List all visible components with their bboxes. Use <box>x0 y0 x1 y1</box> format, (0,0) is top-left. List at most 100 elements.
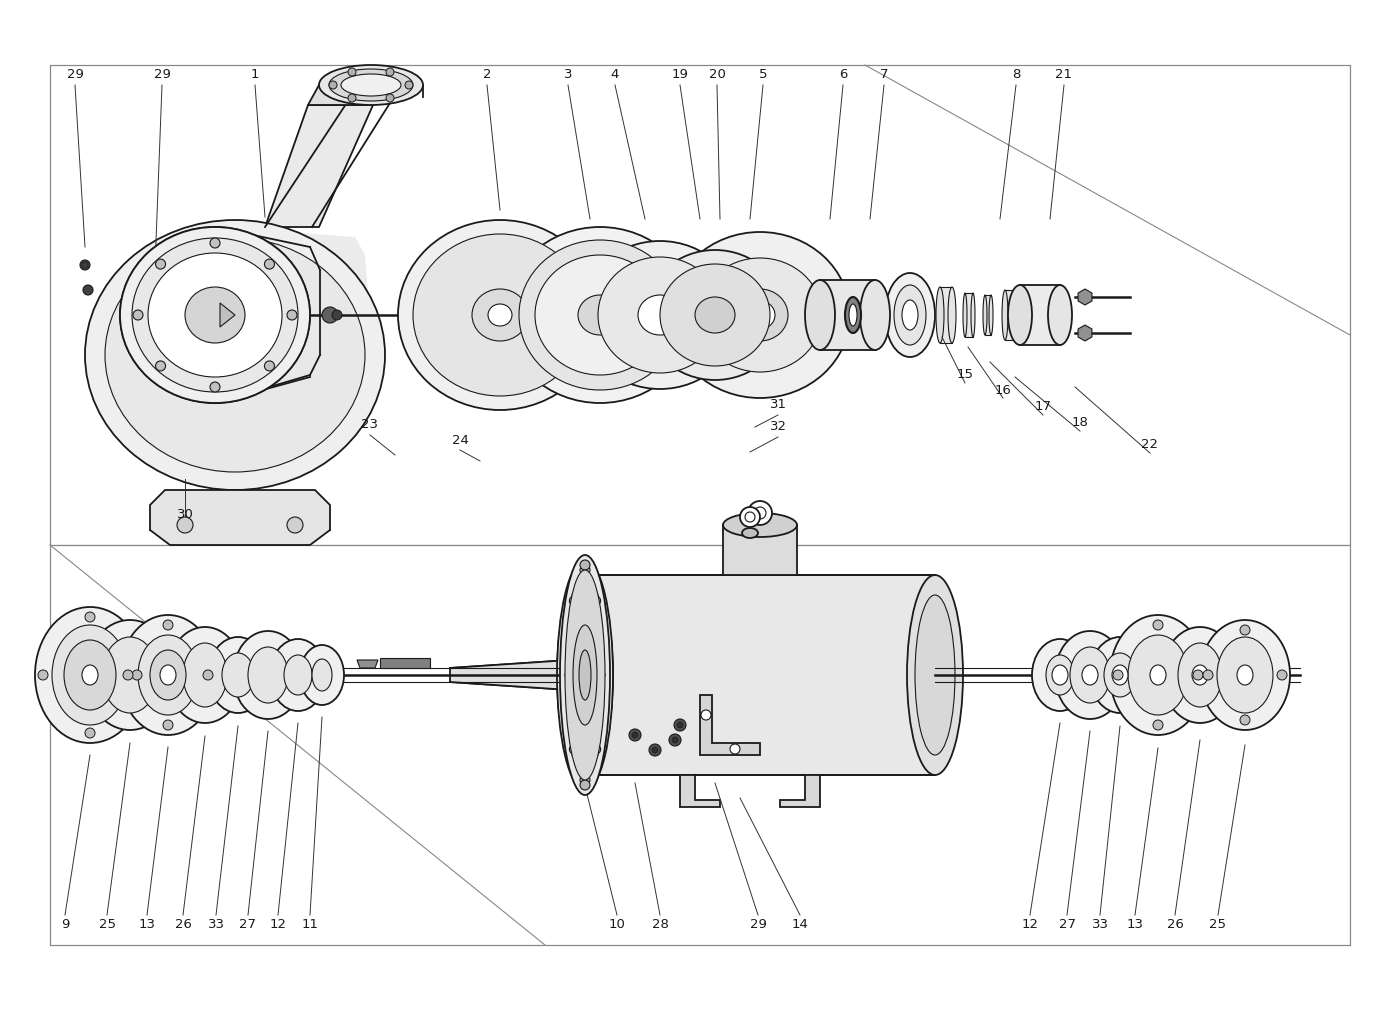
Text: 7: 7 <box>879 68 888 82</box>
Ellipse shape <box>972 293 974 337</box>
Polygon shape <box>820 280 875 350</box>
Circle shape <box>588 747 598 758</box>
Ellipse shape <box>885 273 935 357</box>
Ellipse shape <box>185 287 245 343</box>
Ellipse shape <box>232 631 302 719</box>
Circle shape <box>1154 720 1163 730</box>
Text: 13: 13 <box>139 918 155 932</box>
Circle shape <box>155 361 165 371</box>
Ellipse shape <box>566 570 605 780</box>
Circle shape <box>701 710 711 720</box>
Text: 10: 10 <box>609 918 626 932</box>
Circle shape <box>591 596 601 605</box>
Ellipse shape <box>132 238 298 392</box>
Circle shape <box>1113 670 1123 680</box>
Circle shape <box>176 518 193 533</box>
Text: 26: 26 <box>175 918 192 932</box>
Ellipse shape <box>671 232 850 398</box>
Ellipse shape <box>937 287 944 343</box>
Polygon shape <box>265 105 372 227</box>
Circle shape <box>132 670 141 680</box>
Circle shape <box>631 732 638 738</box>
Text: 16: 16 <box>994 384 1011 396</box>
Ellipse shape <box>732 289 788 341</box>
Ellipse shape <box>699 258 822 372</box>
Text: 24: 24 <box>452 434 469 446</box>
Circle shape <box>349 94 356 102</box>
Ellipse shape <box>312 659 332 691</box>
Ellipse shape <box>64 640 116 710</box>
Ellipse shape <box>1046 655 1074 694</box>
Ellipse shape <box>598 257 722 373</box>
Polygon shape <box>986 295 991 335</box>
Circle shape <box>123 670 133 680</box>
Ellipse shape <box>160 666 176 685</box>
Circle shape <box>85 728 95 738</box>
Ellipse shape <box>1110 615 1205 735</box>
Polygon shape <box>220 303 235 327</box>
Circle shape <box>570 744 580 755</box>
Ellipse shape <box>1091 637 1149 713</box>
Ellipse shape <box>120 227 309 403</box>
Ellipse shape <box>132 238 298 392</box>
Ellipse shape <box>557 575 613 775</box>
Text: 1: 1 <box>251 68 259 82</box>
Circle shape <box>629 729 641 741</box>
Circle shape <box>729 744 741 755</box>
Circle shape <box>210 382 220 392</box>
Polygon shape <box>357 660 378 668</box>
Text: 20: 20 <box>708 68 725 82</box>
Polygon shape <box>379 658 430 668</box>
Circle shape <box>580 560 589 570</box>
Ellipse shape <box>52 625 127 724</box>
Text: 33: 33 <box>1092 918 1109 932</box>
Polygon shape <box>780 775 820 807</box>
Circle shape <box>672 737 678 743</box>
Circle shape <box>210 238 220 248</box>
Ellipse shape <box>1217 637 1273 713</box>
Circle shape <box>592 670 602 680</box>
Circle shape <box>678 722 683 728</box>
Text: 25: 25 <box>98 918 115 932</box>
Circle shape <box>322 307 337 323</box>
Circle shape <box>329 81 337 89</box>
Circle shape <box>1240 625 1250 635</box>
Ellipse shape <box>120 227 309 403</box>
Ellipse shape <box>694 297 735 333</box>
Ellipse shape <box>566 570 605 780</box>
Text: 21: 21 <box>1056 68 1072 82</box>
Polygon shape <box>308 85 423 105</box>
Ellipse shape <box>248 647 288 703</box>
Ellipse shape <box>1162 627 1238 723</box>
Circle shape <box>162 720 174 730</box>
Circle shape <box>741 507 760 527</box>
Ellipse shape <box>319 65 423 105</box>
Circle shape <box>287 310 297 320</box>
Circle shape <box>265 259 274 269</box>
Circle shape <box>571 747 581 758</box>
Ellipse shape <box>580 241 741 389</box>
Text: 11: 11 <box>301 918 319 932</box>
Polygon shape <box>150 490 330 545</box>
Circle shape <box>133 310 143 320</box>
Circle shape <box>155 259 165 269</box>
Polygon shape <box>449 659 585 691</box>
Ellipse shape <box>573 625 596 724</box>
Ellipse shape <box>1082 666 1098 685</box>
Ellipse shape <box>85 620 175 730</box>
Ellipse shape <box>902 300 918 330</box>
Circle shape <box>570 596 580 605</box>
Ellipse shape <box>185 287 245 343</box>
Circle shape <box>210 382 220 392</box>
Ellipse shape <box>83 666 98 685</box>
Polygon shape <box>700 694 760 755</box>
Circle shape <box>652 747 658 753</box>
Ellipse shape <box>472 289 528 341</box>
Polygon shape <box>50 545 1350 945</box>
Text: 15: 15 <box>956 368 973 382</box>
Ellipse shape <box>342 73 400 96</box>
Circle shape <box>80 260 90 270</box>
Polygon shape <box>1005 290 1015 341</box>
Circle shape <box>155 259 165 269</box>
Text: 4: 4 <box>610 68 619 82</box>
